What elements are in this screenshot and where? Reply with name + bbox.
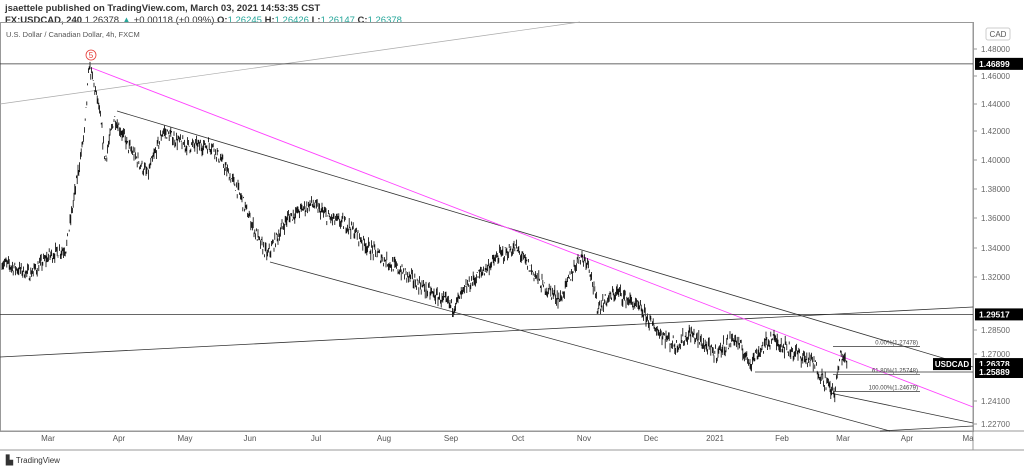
price-change: +0.00118 (+0.09%) [133,15,215,26]
y-tick-label: 1.27000 [981,350,1010,359]
x-tick-label: May [177,434,192,443]
low-value: 1.26147 [320,15,355,26]
price-label-box [975,308,1023,321]
price-label-box [975,366,1023,379]
x-tick-label: 2021 [706,434,724,443]
x-tick-label: Mar [41,434,55,443]
currency-label: CAD [990,30,1007,39]
wave-label: 5 [89,51,94,60]
x-tick-label: Feb [775,434,789,443]
x-tick-label: Dec [644,434,658,443]
x-tick-label: Jun [244,434,257,443]
brand: TradingView [15,456,60,465]
fib-label: 0.00%(1.27478) [875,340,918,346]
x-tick-label: Aug [377,434,391,443]
x-tick-label: Apr [901,434,914,443]
symbol-tag-box [933,358,971,371]
candles [1,61,848,403]
symbol: FX:USDCAD, 240 [5,15,83,26]
y-tick-label: 1.46000 [981,72,1010,81]
y-tick-label: 1.32000 [981,273,1010,282]
price-label: 1.46899 [979,59,1010,69]
up-arrow-icon: ▲ [121,15,132,26]
x-tick-label: Nov [577,434,591,443]
lower-trendline [829,392,974,424]
y-tick-label: 1.24100 [981,397,1010,406]
plot-frame [0,22,974,432]
y-tick-label: 1.44000 [981,100,1010,109]
y-tick-label: 1.22700 [981,420,1010,429]
lower-channel-line [269,261,891,432]
y-tick-label: 1.40000 [981,156,1010,165]
y-tick-label: 1.42000 [981,127,1010,136]
y-tick-label: 1.34000 [981,244,1010,253]
magenta-trendline [91,67,974,408]
fib-label: 100.00%(1.24679) [869,386,918,392]
publish-info: jsaettele published on TradingView.com, … [5,3,321,14]
y-tick-label: 1.28500 [981,326,1010,335]
currency-badge [985,27,1011,41]
price-label: 1.29517 [979,309,1010,319]
x-tick-label: Jul [311,434,321,443]
x-tick-label: Ma [962,434,974,443]
x-tick-label: Sep [444,434,459,443]
price-label: 1.25889 [979,367,1010,377]
x-tick-label: Apr [113,434,126,443]
price-label-box [975,57,1023,70]
x-tick-label: Mar [836,434,850,443]
gray-trendline [0,21,581,105]
footer: ▙ TradingView [6,455,60,466]
chart-title: U.S. Dollar / Canadian Dollar, 4h, FXCM [6,30,140,39]
y-tick-label: 1.48000 [981,45,1010,54]
open-value: 1.26245 [227,15,262,26]
fib-label: 61.80%(1.25748) [872,368,918,374]
symbol-tag: USDCAD [935,360,969,369]
wave-circle [85,49,97,61]
close-value: 1.26378 [367,15,402,26]
tradingview-logo-icon: ▙ [6,455,13,465]
last-price: 1.26378 [84,15,120,26]
symbol-info: FX:USDCAD, 240 1.26378 ▲ +0.00118 (+0.09… [5,15,402,26]
bottom-trendline [879,425,974,432]
y-tick-label: 1.38000 [981,185,1010,194]
rising-trendline [0,306,974,358]
high-value: 1.26426 [274,15,309,26]
price-label: 1.26378 [979,359,1010,369]
x-tick-label: Oct [512,434,525,443]
y-tick-label: 1.36000 [981,214,1010,223]
upper-channel-line [116,110,974,368]
